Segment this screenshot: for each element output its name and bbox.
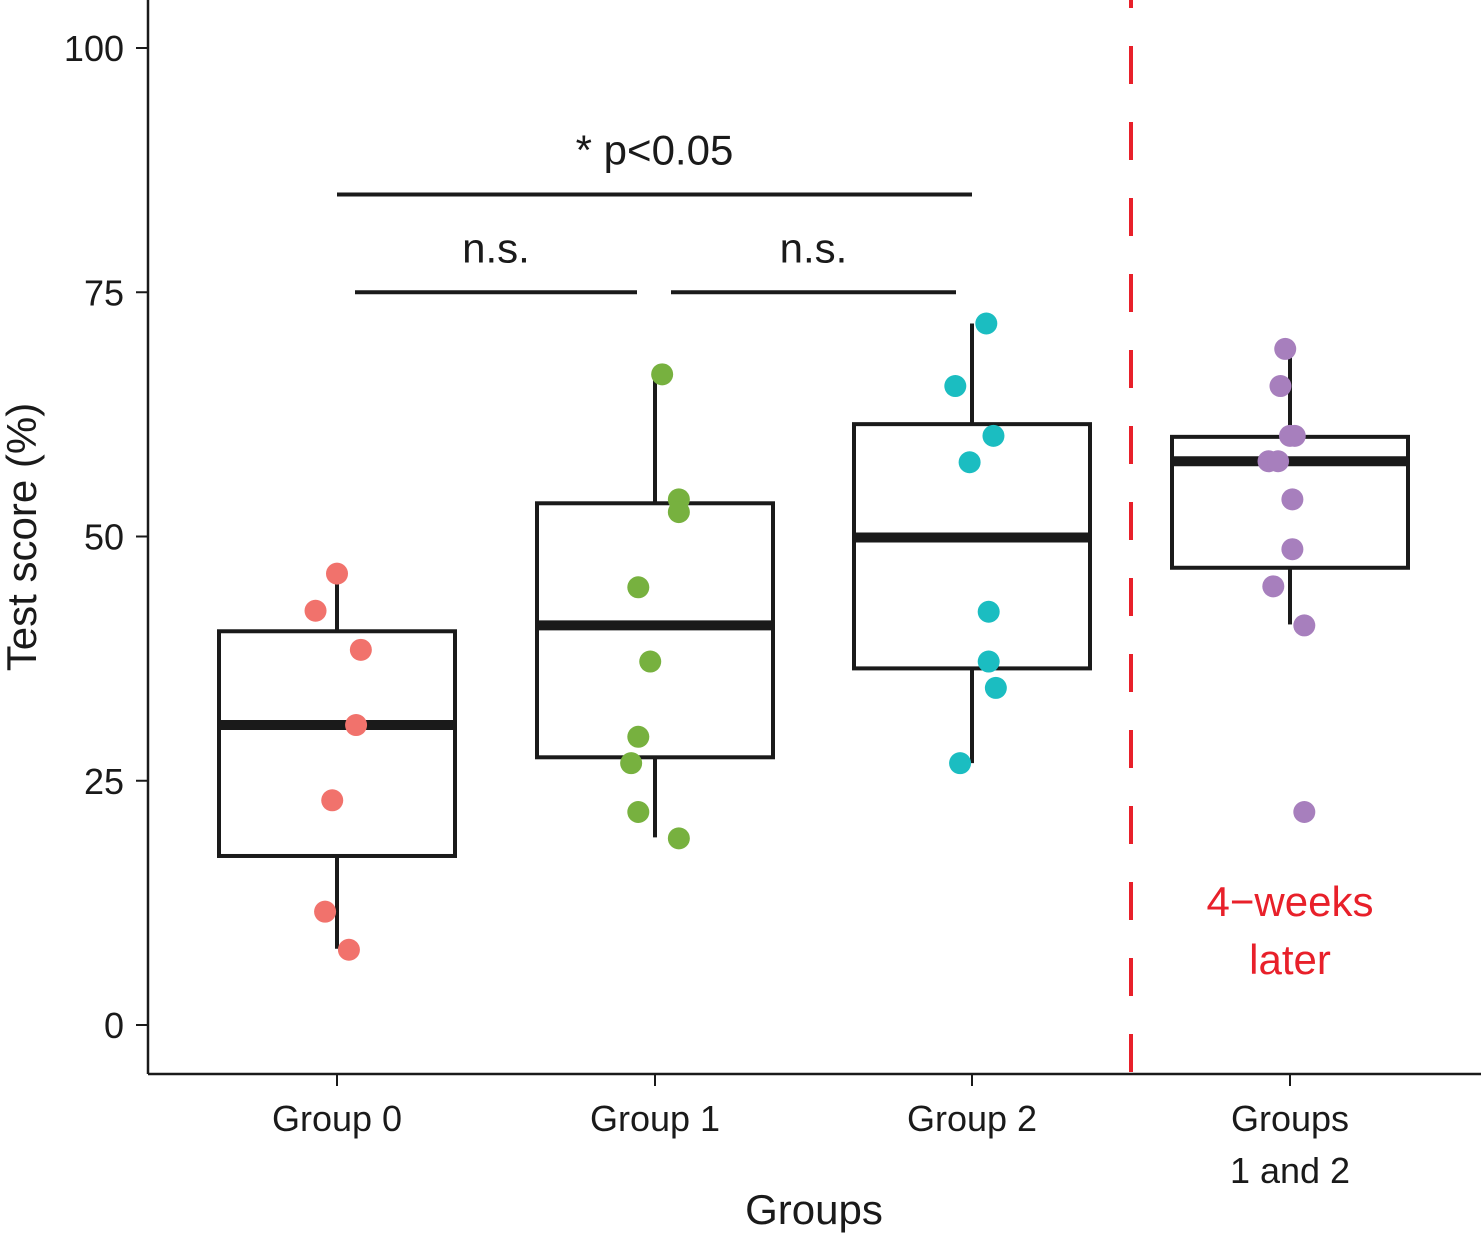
data-point	[1269, 375, 1292, 398]
annotation-text: later	[1249, 936, 1331, 983]
box	[217, 629, 457, 858]
data-point	[627, 576, 650, 599]
data-point	[944, 375, 967, 398]
data-point	[958, 451, 981, 474]
x-tick-label: Group 0	[272, 1098, 402, 1139]
data-point	[984, 676, 1007, 699]
data-point	[627, 801, 650, 824]
data-point	[349, 638, 372, 661]
y-tick-label: 100	[64, 28, 124, 69]
x-ticks: Group 0 Group 1 Group 2 Groups 1 and 2	[272, 1074, 1350, 1191]
x-axis-title: Groups	[745, 1186, 883, 1233]
data-point	[1293, 614, 1316, 637]
data-point	[667, 827, 690, 850]
data-point	[314, 900, 337, 923]
x-tick-label: Group 2	[907, 1098, 1037, 1139]
data-point	[1267, 450, 1290, 473]
data-point	[337, 938, 360, 961]
data-point	[949, 752, 972, 775]
data-point	[975, 312, 998, 335]
data-point	[977, 650, 1000, 673]
x-tick-label: Groups	[1231, 1098, 1349, 1139]
comparisons: n.s. n.s. * p<0.05	[337, 127, 972, 295]
points	[304, 312, 1316, 961]
data-point	[651, 363, 674, 386]
y-ticks: 0 25 50 75 100	[64, 28, 148, 1046]
boxplot-2	[852, 323, 1092, 764]
data-point	[620, 752, 643, 775]
data-point	[1293, 801, 1316, 824]
data-point	[304, 599, 327, 622]
y-tick-label: 75	[84, 272, 124, 313]
data-point	[639, 650, 662, 673]
annotations: 4−weeks later	[1207, 878, 1374, 983]
annotation-text: 4−weeks	[1207, 878, 1374, 925]
boxplot-1	[535, 374, 775, 838]
data-point	[977, 600, 1000, 623]
data-point	[321, 789, 344, 812]
boxes	[217, 323, 1410, 949]
data-point	[627, 725, 650, 748]
x-tick-label: 1 and 2	[1230, 1150, 1350, 1191]
data-point	[1274, 337, 1297, 360]
data-point	[982, 424, 1005, 447]
comparison-label: n.s.	[780, 224, 848, 271]
data-point	[326, 562, 348, 585]
y-axis-title: Test score (%)	[0, 403, 45, 671]
data-point	[345, 714, 368, 737]
y-tick-label: 0	[104, 1005, 124, 1046]
data-point	[1281, 488, 1304, 511]
comparison-label: * p<0.05	[576, 127, 734, 174]
data-point	[1283, 424, 1306, 447]
y-tick-label: 25	[84, 761, 124, 802]
data-point	[1281, 538, 1304, 561]
data-point	[667, 501, 690, 524]
data-point	[1262, 575, 1285, 598]
x-tick-label: Group 1	[590, 1098, 720, 1139]
y-tick-label: 50	[84, 517, 124, 558]
boxplot-0	[217, 583, 457, 949]
comparison-label: n.s.	[462, 224, 530, 271]
